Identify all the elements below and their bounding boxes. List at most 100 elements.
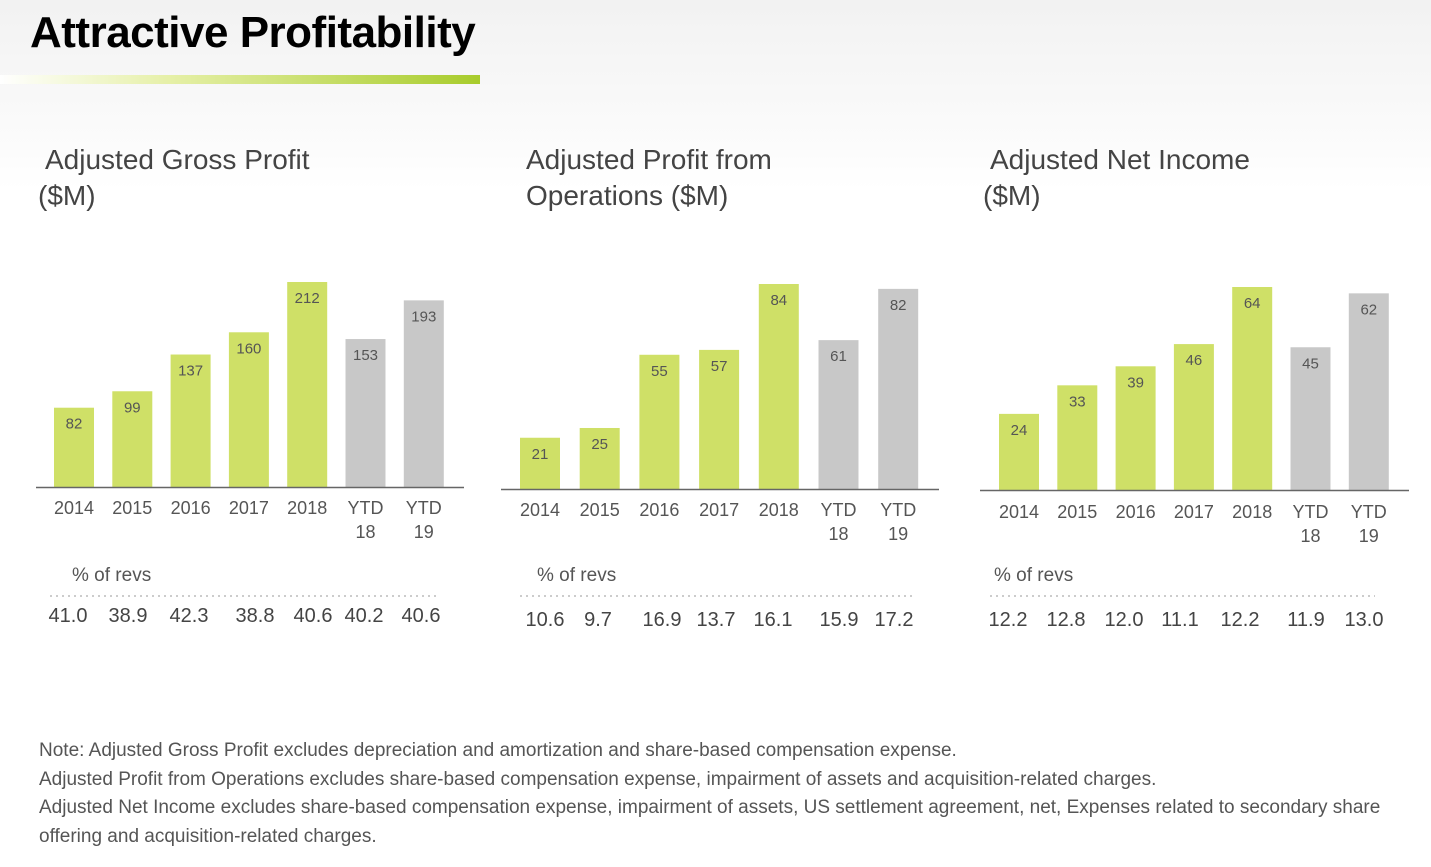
x-tick-line: 2017 — [1174, 502, 1214, 522]
pct-of-revs-value: 38.8 — [236, 605, 275, 627]
bar-value-label: 25 — [591, 436, 608, 453]
x-tick-label: YTD 18 — [348, 498, 384, 542]
bar — [1173, 344, 1214, 490]
pct-of-revs-value: 11.9 — [1287, 609, 1324, 631]
x-tick-label: YTD 19 — [406, 498, 442, 542]
chart-title-line2: ($M) — [983, 180, 1041, 211]
pct-of-revs-value: 41.0 — [49, 605, 88, 627]
x-tick-label: YTD 19 — [1351, 502, 1387, 546]
pct-of-revs-value: 13.7 — [697, 609, 736, 631]
page-title: Attractive Profitability — [30, 8, 476, 57]
footnote-profit-operations: Adjusted Profit from Operations excludes… — [39, 768, 1157, 790]
bar-value-label: 55 — [651, 363, 668, 380]
x-tick-line: 2016 — [1116, 502, 1156, 522]
bar-value-label: 153 — [353, 347, 378, 364]
bar-value-label: 57 — [711, 358, 728, 375]
x-tick-line: 2015 — [580, 500, 620, 520]
pct-of-revs-value: 13.0 — [1345, 609, 1384, 631]
pct-of-revs-value: 10.6 — [526, 609, 565, 631]
bar-value-label: 46 — [1186, 352, 1203, 369]
chart-title-line1: Adjusted Gross Profit — [45, 144, 310, 175]
bar — [520, 437, 560, 489]
x-tick-line: 2014 — [520, 500, 560, 520]
chart-title-line1: Adjusted Net Income — [990, 144, 1250, 175]
title-underline — [0, 75, 480, 84]
bar — [1232, 287, 1273, 490]
x-tick-label: 2018 — [1232, 502, 1272, 522]
x-tick-line: 2018 — [287, 498, 327, 518]
x-tick-line: 19 — [414, 522, 434, 542]
x-tick-line: 2016 — [171, 498, 211, 518]
x-tick-line: YTD — [1351, 502, 1387, 522]
x-tick-label: 2015 — [112, 498, 152, 518]
pct-of-revs-value: 15.9 — [820, 609, 859, 631]
x-tick-label: 2017 — [229, 498, 269, 518]
x-tick-label: 2014 — [999, 502, 1039, 522]
bar — [699, 349, 740, 489]
pct-of-revs-label: % of revs — [537, 565, 616, 586]
pct-of-revs-value: 9.7 — [584, 609, 612, 631]
bar — [403, 300, 444, 487]
x-tick-label: 2018 — [287, 498, 327, 518]
bar-value-label: 62 — [1360, 301, 1377, 318]
bar-value-label: 82 — [890, 297, 907, 314]
bar — [639, 354, 680, 489]
x-tick-line: YTD — [880, 500, 916, 520]
chart-title-profit-operations: Adjusted Profit from Operations ($M) — [526, 142, 946, 214]
bar-value-label: 137 — [178, 363, 203, 380]
x-tick-line: 18 — [1300, 526, 1320, 546]
x-tick-line: 2018 — [759, 500, 799, 520]
bar — [1290, 347, 1331, 490]
bar — [228, 332, 269, 487]
x-tick-label: 2017 — [1174, 502, 1214, 522]
footnotes: Note: Adjusted Gross Profit excludes dep… — [39, 737, 1419, 851]
x-tick-line: YTD — [821, 500, 857, 520]
pct-of-revs-value: 12.8 — [1047, 609, 1086, 631]
pct-of-revs-label: % of revs — [72, 565, 151, 586]
bar — [1115, 366, 1156, 490]
bar — [170, 354, 211, 487]
bar — [54, 407, 94, 487]
x-tick-label: YTD 18 — [821, 500, 857, 544]
x-tick-label: 2016 — [1116, 502, 1156, 522]
pct-of-revs-value: 11.1 — [1161, 609, 1198, 631]
bar-value-label: 64 — [1244, 295, 1261, 312]
x-tick-line: 2014 — [999, 502, 1039, 522]
bar-value-label: 33 — [1069, 393, 1086, 410]
x-tick-line: 2015 — [1057, 502, 1097, 522]
bar — [878, 288, 919, 489]
x-tick-label: 2014 — [520, 500, 560, 520]
bar — [579, 427, 620, 489]
bar-value-label: 21 — [532, 446, 549, 463]
bar-value-label: 160 — [236, 340, 261, 357]
chart-title-line1: Adjusted Profit from — [526, 144, 772, 175]
bar-value-label: 193 — [411, 308, 436, 325]
bar-value-label: 212 — [295, 290, 320, 307]
bar — [1348, 293, 1389, 490]
footnote-net-income: Adjusted Net Income excludes share-based… — [39, 797, 1381, 847]
bar — [112, 391, 153, 487]
x-tick-line: 2015 — [112, 498, 152, 518]
x-tick-line: 2017 — [229, 498, 269, 518]
bar — [1057, 385, 1098, 490]
pct-of-revs-value: 40.2 — [345, 605, 384, 627]
header-background — [0, 0, 1431, 190]
x-tick-label: 2018 — [759, 500, 799, 520]
x-tick-label: 2014 — [54, 498, 94, 518]
pct-of-revs-value: 40.6 — [402, 605, 441, 627]
footnote-gross-profit: Note: Adjusted Gross Profit excludes dep… — [39, 740, 957, 761]
x-tick-label: YTD 18 — [1293, 502, 1329, 546]
x-tick-label: 2015 — [1057, 502, 1097, 522]
x-tick-label: YTD 19 — [880, 500, 916, 544]
x-tick-label: 2016 — [171, 498, 211, 518]
x-tick-line: 18 — [828, 524, 848, 544]
x-tick-line: 2018 — [1232, 502, 1272, 522]
chart-title-net-income: Adjusted Net Income ($M) — [983, 142, 1403, 214]
bar-value-label: 39 — [1127, 374, 1144, 391]
bar — [999, 413, 1039, 490]
bar — [818, 340, 859, 489]
pct-of-revs-value: 42.3 — [170, 605, 209, 627]
